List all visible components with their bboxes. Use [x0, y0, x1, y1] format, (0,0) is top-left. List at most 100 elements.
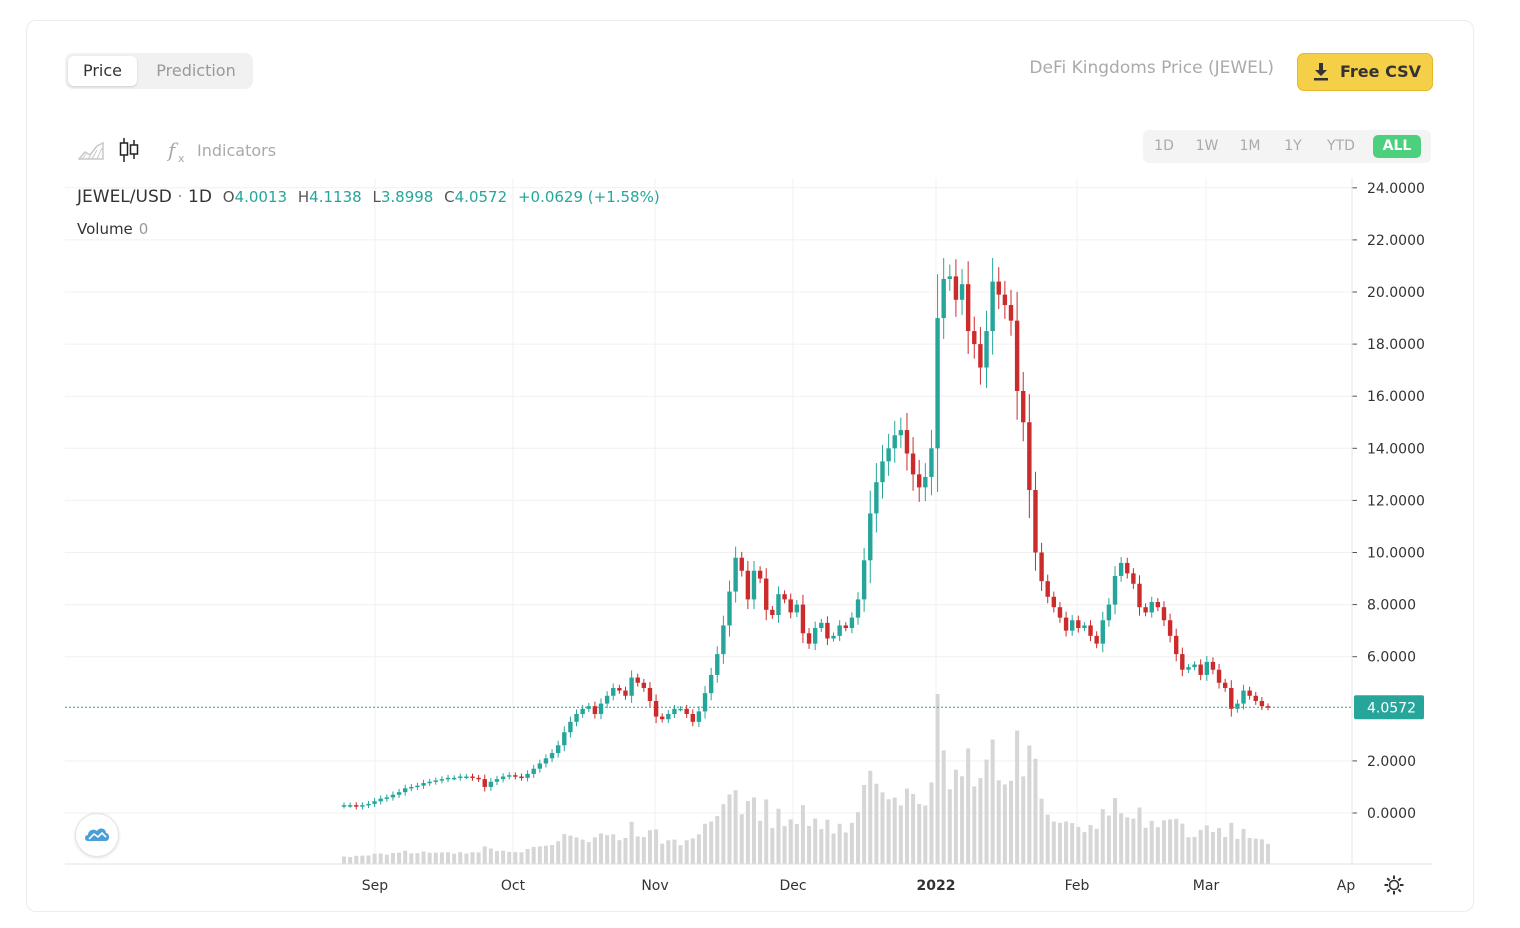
y-tick-label: 10.0000 [1367, 546, 1425, 562]
tab-prediction[interactable]: Prediction [156, 61, 236, 80]
candle-body [757, 570, 763, 579]
candle-body [684, 708, 689, 715]
volume-bar [929, 782, 934, 864]
settings-gear-icon[interactable] [1384, 875, 1404, 895]
candle-body [1155, 601, 1161, 608]
candle-body [770, 609, 775, 616]
candle-body [1063, 617, 1069, 631]
volume-bar [672, 839, 677, 864]
volume-bar [788, 819, 793, 864]
volume-bar [819, 829, 824, 864]
area-chart-icon[interactable] [78, 140, 104, 160]
indicators-button[interactable]: Indicators [197, 141, 277, 160]
volume-bar [1070, 823, 1075, 864]
volume-bar [586, 842, 591, 864]
volume-value: 0 [138, 220, 149, 238]
volume-bar [550, 845, 555, 864]
volume-bar [1235, 838, 1240, 864]
candle-body [1014, 320, 1020, 391]
range-ytd[interactable]: YTD [1327, 138, 1355, 154]
candle-body [868, 513, 873, 561]
volume-bar [348, 857, 353, 864]
volume-bar [1082, 832, 1087, 864]
volume-bar [458, 852, 463, 864]
candle-body [1002, 294, 1008, 306]
x-tick-label: Dec [779, 878, 806, 894]
volume-bar [1168, 819, 1173, 864]
candle-body [574, 714, 579, 722]
candle-body [702, 693, 708, 712]
candle-body [1186, 667, 1191, 670]
candle-body [696, 711, 702, 722]
volume-bar [580, 839, 585, 864]
y-tick-label: 24.0000 [1367, 181, 1425, 197]
candle-body [366, 803, 371, 806]
volume-bar [390, 852, 395, 864]
volume-bar [543, 845, 548, 864]
volume-bar [751, 797, 756, 864]
range-all[interactable]: ALL [1373, 135, 1421, 158]
volume-bar [990, 739, 995, 864]
free-csv-label: Free CSV [1340, 62, 1422, 81]
candle-body [402, 788, 408, 793]
candle-body [482, 779, 487, 787]
volume-bar [868, 770, 873, 864]
candle-body [611, 687, 616, 696]
candle-body [825, 622, 830, 639]
candle-body [1149, 601, 1154, 613]
volume-bar [684, 840, 689, 864]
volume-bar [342, 856, 346, 864]
candle-body [745, 570, 751, 600]
tradingview-logo-button[interactable] [75, 813, 119, 857]
range-1w[interactable]: 1W [1195, 138, 1219, 154]
y-tick-label: 22.0000 [1367, 233, 1425, 249]
candle-body [354, 805, 359, 807]
tab-price[interactable]: Price [68, 56, 137, 86]
candle-body [782, 594, 787, 600]
volume-bar [972, 786, 977, 864]
candle-body [1137, 583, 1142, 608]
volume-bar [488, 848, 493, 864]
volume-bar [1106, 815, 1111, 864]
candle-body [1082, 625, 1087, 629]
candle-body [1167, 620, 1173, 636]
free-csv-button[interactable]: Free CSV [1297, 53, 1433, 91]
candle-body [555, 745, 561, 754]
volume-bar [935, 694, 940, 864]
candle-body [476, 777, 481, 780]
volume-bar [1113, 798, 1118, 864]
candle-body [519, 776, 524, 779]
candle-body [1112, 575, 1118, 605]
volume-bar [1100, 809, 1105, 864]
range-1d[interactable]: 1D [1154, 138, 1174, 154]
function-icon[interactable]: f x [166, 138, 190, 164]
candle-body [421, 783, 426, 786]
candle-body [1045, 581, 1050, 597]
candle-body [886, 448, 891, 462]
candle-body [880, 461, 885, 483]
candlestick-chart-icon[interactable] [118, 137, 140, 163]
volume-bar [837, 823, 842, 864]
volume-bar [611, 834, 616, 864]
range-1y[interactable]: 1Y [1284, 138, 1302, 154]
candle-body [543, 758, 549, 764]
volume-bar [1119, 813, 1124, 864]
candle-body [788, 599, 793, 613]
volume-bar [709, 821, 714, 864]
volume-bar [647, 830, 652, 864]
candle-body [1235, 703, 1240, 709]
candle-body [433, 780, 438, 782]
candle-body [1039, 552, 1044, 582]
volume-bar [690, 838, 695, 864]
candle-body [1051, 596, 1057, 608]
volume-bar [629, 821, 634, 864]
y-tick-label: 20.0000 [1367, 285, 1425, 301]
volume-bar [1143, 827, 1148, 864]
volume-bar [1131, 818, 1136, 864]
volume-bar [1015, 730, 1020, 864]
legend-low: 3.8998 [380, 188, 434, 206]
legend-sep: · [177, 187, 183, 207]
candle-body [666, 714, 671, 720]
range-1m[interactable]: 1M [1239, 138, 1261, 154]
